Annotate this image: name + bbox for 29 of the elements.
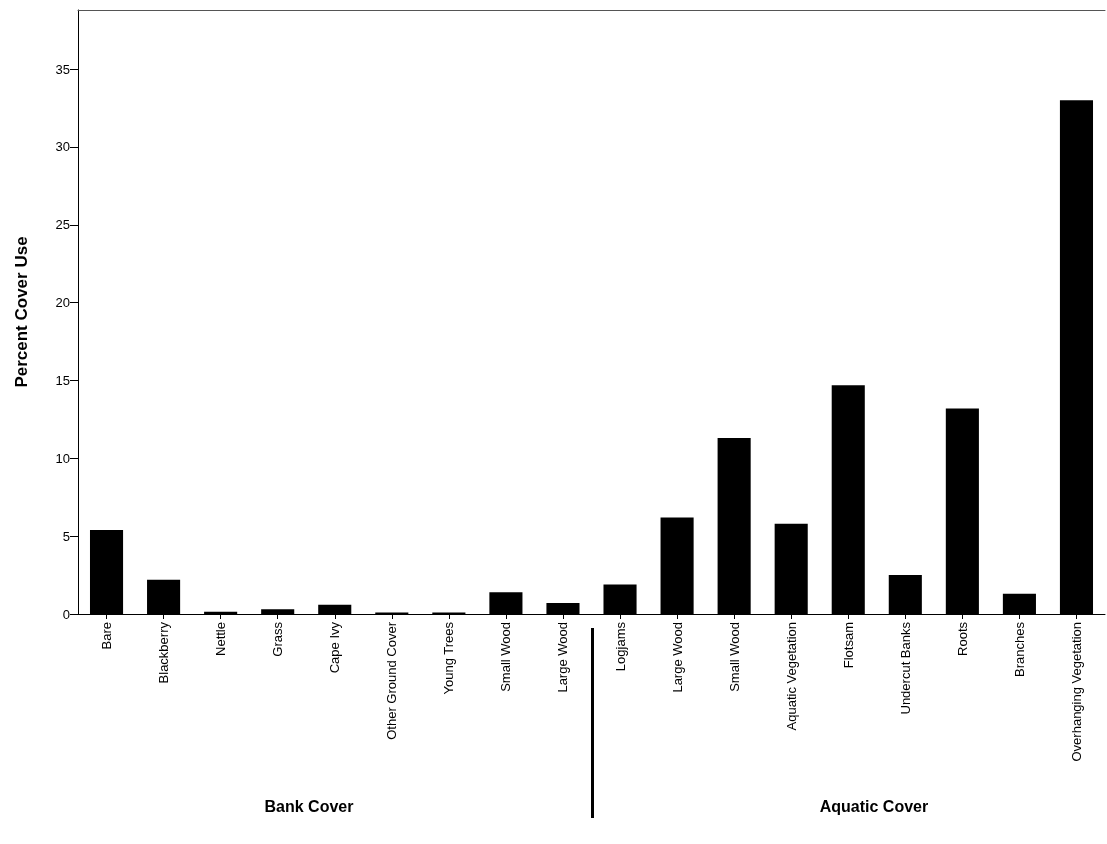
x-tick-label: Grass: [270, 621, 286, 657]
y-tick-label: 0: [62, 606, 70, 622]
x-tick-label: Overhanging Vegetation: [1068, 622, 1084, 762]
x-tick-label: Young Trees: [441, 621, 457, 695]
text: Aquatic Cover: [819, 798, 929, 816]
x-tick-label: Large Wood: [669, 622, 685, 693]
x-tick-label: Roots: [954, 621, 970, 656]
x-tick-label: Small Wood: [726, 622, 742, 692]
x-tick-label: Logjams: [612, 621, 628, 672]
x-tick-label: Large Wood: [555, 622, 571, 693]
x-tick-label: Blackberry: [156, 621, 172, 684]
y-tick-label: 25: [55, 217, 70, 233]
y-tick-label: 30: [55, 139, 70, 155]
x-tick-label: Bare: [99, 622, 115, 650]
y-tick-label: 5: [62, 528, 70, 544]
x-tick-label: Small Wood: [498, 622, 514, 692]
x-tick-label: Flotsam: [840, 622, 856, 669]
x-tick-label: Other Ground Cover: [384, 621, 400, 740]
text: Bank Cover: [264, 798, 354, 816]
x-tick-label: Undercut Banks: [897, 621, 913, 715]
y-tick-label: 10: [55, 450, 70, 466]
y-tick-label: 35: [55, 61, 70, 77]
y-tick-label: 20: [55, 295, 70, 311]
x-tick-label: Branches: [1011, 621, 1027, 677]
x-tick-label: Cape Ivy: [327, 621, 343, 674]
y-axis-title: Percent Cover Use: [12, 236, 31, 388]
x-tick-label: Nettle: [213, 622, 229, 656]
y-tick-label: 15: [55, 372, 70, 388]
x-tick-label: Aquatic Vegetation: [783, 622, 799, 731]
